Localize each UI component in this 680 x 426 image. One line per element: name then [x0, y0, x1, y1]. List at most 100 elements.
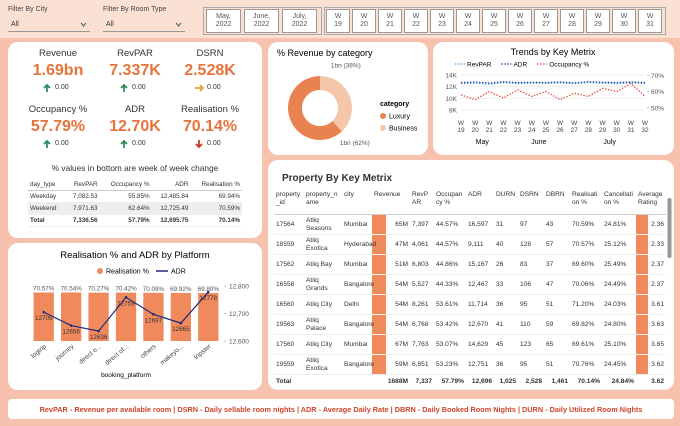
chevron [175, 22, 182, 27]
total-cell: 24.84% [602, 374, 636, 390]
table-cell: Atliq City [304, 334, 342, 355]
y2-tick-label: 12,700 [229, 311, 249, 318]
table-cell: 70.57% [570, 234, 602, 255]
series-line [460, 81, 646, 85]
kpi-title: ADR [124, 104, 146, 115]
table-cell: Weekend [28, 202, 65, 215]
kpi-change: 0.00 [132, 84, 146, 91]
table-header-row: property_id property_name city Revenue RevPA… [274, 190, 666, 215]
chart-title: Trends by Key Metrix [511, 47, 596, 57]
table-row: Weekday 7,082.53 55.85% 12,485.84 69.94% [28, 190, 242, 203]
table-cell: 11,714 [466, 294, 494, 315]
point-label: 12665 [172, 326, 190, 333]
platform-card: Realisation % and ADR by Platform 12,600 1… [8, 243, 262, 390]
table-cell: Bangalore [342, 274, 374, 295]
kpi-title: Occupancy % [28, 104, 88, 115]
line-point [97, 329, 100, 333]
table-cell: 51M [372, 254, 410, 275]
filter-label: Filter By City [8, 6, 48, 13]
property-table: property_id property_name city Revenue RevPA… [274, 190, 666, 390]
trend-arrow [195, 84, 204, 92]
trend-arrow [43, 139, 51, 148]
table-cell: 54M [372, 314, 410, 335]
bar-label: 70.42% [115, 286, 137, 293]
month-button[interactable]: June, 2022 [244, 9, 279, 33]
trend-arrow [195, 140, 203, 149]
table-cell: Delhi [342, 294, 372, 315]
table-header-row: day_type RevPAR Occupancy % ADR Realisation … [28, 179, 242, 191]
week-button[interactable]: W 23 [430, 9, 454, 33]
table-cell: 4,061 [410, 234, 434, 255]
data-label: 1bn (62%) [340, 140, 370, 147]
column-header: DBRN [544, 190, 570, 215]
filter-dropdown[interactable]: All [103, 18, 185, 32]
x-group-label: May [476, 139, 490, 146]
x-tick-label: W 21 [485, 120, 493, 134]
chart-title: Realisation % and ADR by Platform [60, 250, 210, 261]
table-cell: 17564 [274, 214, 304, 235]
week-button[interactable]: W 31 [638, 9, 662, 33]
week-button[interactable]: W 29 [586, 9, 610, 33]
table-cell: 19559 [274, 354, 304, 375]
table-cell: 3.61 [636, 294, 666, 315]
week-button[interactable]: W 26 [508, 9, 532, 33]
donut-slice [288, 76, 342, 140]
week-button[interactable]: W 30 [612, 9, 636, 33]
table-cell: 16,597 [466, 214, 494, 235]
chart-title: % Revenue by category [277, 48, 373, 58]
week-button[interactable]: W 19 [326, 9, 350, 33]
total-cell: 57.79% [434, 374, 466, 390]
line-point [179, 321, 183, 325]
table-cell: 8,261 [410, 294, 434, 315]
table-cell: 16558 [274, 274, 304, 295]
kpi-value: 70.14% [182, 118, 238, 135]
week-button[interactable]: W 20 [352, 9, 376, 33]
table-cell: 2.36 [636, 214, 666, 235]
month-button[interactable]: July, 2022 [282, 9, 317, 33]
month-button[interactable]: May, 2022 [206, 9, 241, 33]
table-cell: 53.42% [434, 314, 466, 335]
filter-dropdown[interactable]: All [8, 18, 90, 32]
table-cell: Weekday [28, 190, 65, 203]
table-cell: 70.59% [190, 202, 242, 215]
chevron-path [80, 22, 87, 27]
table-cell: 7,971.63 [64, 202, 100, 215]
total-cell: 3.62 [636, 374, 666, 390]
trend-arrow [120, 83, 128, 92]
total-cell: 1688M [372, 374, 410, 390]
table-cell: 9,111 [466, 234, 494, 255]
trend-arrow-path [120, 83, 128, 92]
trend-arrow [43, 83, 51, 92]
week-button[interactable]: W 28 [560, 9, 584, 33]
table-cell: Hyderabad [342, 234, 376, 255]
trend-arrow-path [43, 83, 51, 92]
table-cell: 24.45% [602, 354, 636, 375]
column-header: city [342, 190, 372, 215]
table-cell: 41 [494, 314, 518, 335]
x-tick-label: others [139, 343, 158, 360]
x-tick-label: W 31 [627, 120, 635, 134]
table-cell: 14,629 [466, 334, 494, 355]
table-row: Total 7,336.56 57.79% 12,695.75 70.14% [28, 214, 242, 227]
week-button[interactable]: W 24 [456, 9, 480, 33]
table-title: Property By Key Metrix [282, 173, 393, 184]
series-line [460, 82, 646, 101]
week-button[interactable]: W 22 [404, 9, 428, 33]
x-tick-label: journey [54, 343, 76, 363]
x-tick-label: W 27 [570, 120, 578, 134]
table-cell: 47 [544, 274, 570, 295]
table-cell: 57.79% [99, 214, 152, 227]
total-row: Total 1688M 7,337 57.79% 12,696 1,025 2,528 1,4… [274, 374, 666, 390]
footer: RevPAR - Revenue per available room | DS… [8, 399, 674, 419]
table-cell: 106 [518, 274, 544, 295]
bar-label: 70.54% [60, 286, 82, 293]
table-cell: 59M [372, 354, 410, 375]
point-label: 12656 [62, 329, 80, 336]
week-button[interactable]: W 25 [482, 9, 506, 33]
table-cell: 65 [544, 334, 570, 355]
line-point [206, 290, 210, 294]
table-cell: 57 [544, 234, 570, 255]
table-cell: 45 [494, 334, 518, 355]
week-button[interactable]: W 21 [378, 9, 402, 33]
week-button[interactable]: W 27 [534, 9, 558, 33]
